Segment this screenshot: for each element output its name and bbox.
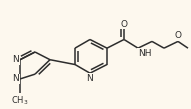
Text: N: N (87, 74, 93, 83)
Text: CH$_3$: CH$_3$ (11, 94, 29, 107)
Text: N: N (12, 74, 19, 83)
Text: O: O (175, 32, 181, 40)
Text: N: N (12, 55, 19, 64)
Text: NH: NH (138, 49, 151, 58)
Text: O: O (121, 20, 128, 29)
